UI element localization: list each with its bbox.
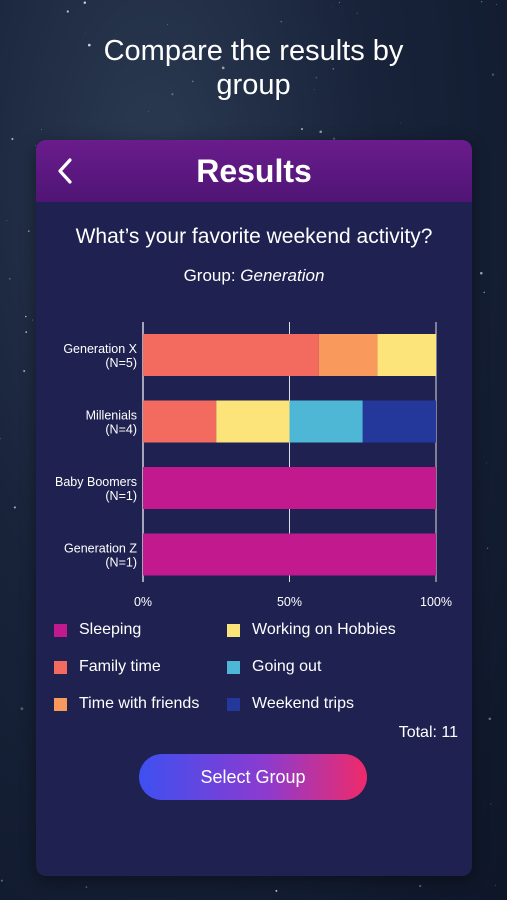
star — [13, 506, 16, 509]
star — [6, 220, 8, 222]
legend-swatch — [227, 623, 240, 637]
star — [495, 4, 497, 6]
legend-item: Working on Hobbies — [227, 620, 396, 640]
group-label: Group: — [183, 266, 236, 285]
bar-segment — [143, 533, 436, 576]
bar-segment — [216, 400, 290, 443]
total-count: Total: 11 — [398, 724, 458, 741]
star — [490, 803, 492, 805]
legend-swatch — [54, 660, 67, 674]
star — [8, 277, 11, 280]
star — [27, 230, 30, 232]
star — [83, 1, 87, 4]
star — [486, 547, 489, 549]
star — [249, 46, 252, 48]
group-line: Group: Generation — [36, 266, 472, 286]
star — [25, 315, 27, 318]
bar-segment — [143, 467, 436, 509]
star — [486, 462, 487, 464]
star — [40, 129, 42, 130]
star — [400, 122, 402, 124]
star — [66, 10, 69, 13]
bar-segment — [143, 400, 217, 443]
star — [87, 43, 91, 47]
select-group-button[interactable]: Select Group — [139, 754, 367, 800]
category-label: Millenials (N=4) — [86, 409, 137, 437]
star — [491, 73, 495, 76]
legend-label: Family time — [79, 658, 161, 675]
legend-item: Sleeping — [54, 620, 141, 640]
star — [0, 879, 3, 882]
category-label: Baby Boomers (N=1) — [55, 475, 137, 503]
question-text: What’s your favorite weekend activity? — [75, 225, 433, 248]
group-value: Generation — [240, 266, 325, 285]
category-label: Generation Z (N=1) — [64, 542, 137, 570]
back-button[interactable] — [50, 155, 80, 187]
star — [35, 144, 37, 146]
legend-swatch — [54, 697, 67, 711]
star — [148, 110, 149, 112]
category-label: Generation X (N=5) — [63, 342, 137, 370]
star — [25, 331, 28, 333]
legend-swatch — [227, 660, 240, 674]
star — [331, 6, 333, 8]
star — [315, 76, 318, 79]
legend-item: Family time — [54, 657, 161, 677]
legend-label: Working on Hobbies — [252, 621, 396, 638]
star — [488, 717, 492, 721]
bar-segment — [377, 334, 436, 376]
star — [319, 130, 323, 134]
star — [275, 889, 278, 892]
star — [20, 707, 24, 711]
legend-label: Time with friends — [79, 695, 200, 712]
bar-segment — [318, 334, 378, 376]
chevron-left-icon — [58, 158, 72, 184]
star — [85, 886, 88, 888]
page-title: Results — [196, 153, 312, 189]
star — [332, 68, 335, 70]
star — [300, 127, 304, 131]
star — [191, 80, 194, 83]
bar-segment — [362, 400, 436, 443]
star — [31, 319, 34, 321]
results-card: Results What’s your favorite weekend act… — [36, 140, 472, 876]
star — [221, 66, 225, 70]
star — [23, 369, 26, 373]
star — [313, 89, 315, 90]
star — [480, 271, 483, 275]
legend-label: Sleeping — [79, 621, 142, 638]
star — [332, 137, 336, 140]
star — [356, 12, 358, 14]
legend-label: Weekend trips — [252, 695, 354, 712]
legend-item: Going out — [227, 657, 321, 677]
headline: Compare the results by group — [103, 35, 404, 101]
bar-segment — [143, 334, 319, 376]
star — [338, 2, 340, 4]
tick-label: 50% — [277, 595, 302, 609]
star — [280, 21, 282, 23]
results-header: Results — [36, 140, 472, 202]
star — [480, 1, 483, 3]
star — [419, 884, 422, 888]
bar-segment — [289, 400, 363, 443]
results-chart: Generation X (N=5) Millenials (N=4) Baby Boo… — [55, 322, 452, 609]
tick-label: 0% — [134, 595, 152, 609]
legend-swatch — [54, 623, 67, 637]
star — [11, 137, 14, 141]
star — [483, 291, 486, 294]
tick-label: 100% — [420, 595, 452, 609]
legend-item: Time with friends — [54, 694, 199, 714]
star — [0, 437, 1, 440]
star — [148, 898, 150, 900]
star — [167, 24, 168, 26]
legend-swatch — [227, 697, 240, 711]
star — [494, 884, 496, 886]
star — [85, 33, 86, 35]
star — [171, 93, 174, 96]
legend-item: Weekend trips — [227, 694, 354, 714]
legend-label: Going out — [252, 658, 322, 675]
